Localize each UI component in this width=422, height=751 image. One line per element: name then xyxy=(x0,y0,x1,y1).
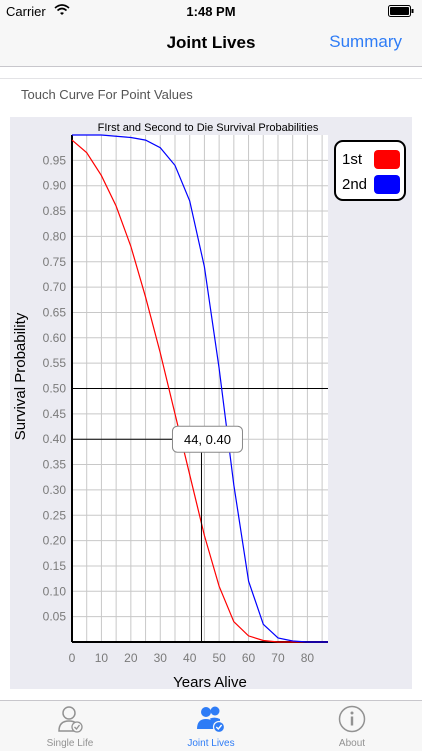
y-tick-label: 0.75 xyxy=(43,255,67,269)
y-tick-label: 0.35 xyxy=(43,458,67,472)
y-tick-label: 0.15 xyxy=(43,559,67,573)
crosshair-tooltip xyxy=(171,425,243,453)
y-tick-label: 0.65 xyxy=(43,305,67,319)
y-tick-label: 0.80 xyxy=(43,229,67,243)
x-tick-label: 0 xyxy=(69,651,76,665)
y-tick-label: 0.40 xyxy=(43,432,67,446)
series-line-1st xyxy=(71,139,328,643)
chart-title: FIrst and Second to Die Survival Probabi… xyxy=(98,122,319,134)
y-tick-label: 0.45 xyxy=(43,407,67,421)
y-tick-label: 0.05 xyxy=(43,610,67,624)
y-tick-label: 0.25 xyxy=(43,508,67,522)
x-tick-label: 10 xyxy=(95,651,109,665)
tab-joint-lives[interactable]: Joint Lives xyxy=(141,701,281,751)
page-title: Joint Lives xyxy=(166,33,256,52)
legend-label-1st: 1st xyxy=(342,151,363,168)
battery-icon xyxy=(388,5,414,17)
x-tick-label: 50 xyxy=(212,651,226,665)
tab-bar: Single Life Joint Lives About xyxy=(0,700,422,751)
legend-label-2nd: 2nd xyxy=(342,176,367,193)
tab-label-about: About xyxy=(338,738,366,749)
summary-button[interactable]: Summary xyxy=(329,32,402,51)
chart-panel[interactable]: 0.05 0.10 0.15 0.20 0.25 0.30 0.35 0.40 0.45 0.50… xyxy=(10,117,412,689)
y-tick-label: 0.55 xyxy=(43,356,67,370)
survival-chart[interactable]: 0.05 0.10 0.15 0.20 0.25 0.30 0.35 0.40 0.45 0.50… xyxy=(10,117,412,689)
x-axis-label: Years Alive xyxy=(173,674,247,689)
x-tick-label: 60 xyxy=(242,651,256,665)
tab-about[interactable]: About xyxy=(282,701,422,751)
x-tick-label: 20 xyxy=(124,651,138,665)
tab-label-joint-lives: Joint Lives xyxy=(187,738,235,749)
tab-label-single-life: Single Life xyxy=(46,738,94,749)
y-tick-label: 0.85 xyxy=(43,204,67,218)
y-tick-label: 0.30 xyxy=(43,483,67,497)
legend-swatch-1st xyxy=(374,150,400,169)
y-tick-label: 0.10 xyxy=(43,584,67,598)
wifi-icon xyxy=(54,4,70,15)
status-time: 1:48 PM xyxy=(186,4,236,19)
x-tick-label: 40 xyxy=(183,651,197,665)
two-persons-icon xyxy=(197,706,226,734)
legend-swatch-2nd xyxy=(374,175,400,194)
tab-single-life[interactable]: Single Life xyxy=(0,701,140,751)
status-bar: Carrier 1:48 PM xyxy=(0,0,422,22)
series-line-2nd xyxy=(72,134,328,643)
x-tick-label: 70 xyxy=(271,651,285,665)
y-axis-label: Survival Probability xyxy=(12,312,29,440)
navigation-bar: Joint Lives Summary xyxy=(0,22,422,67)
y-tick-label: 0.60 xyxy=(43,331,67,345)
y-tick-label: 0.50 xyxy=(43,382,67,396)
single-person-icon xyxy=(58,706,83,733)
crosshair-tooltip-label: 44, 0.40 xyxy=(184,432,231,447)
x-tick-label: 30 xyxy=(154,651,168,665)
info-icon xyxy=(338,705,366,733)
y-tick-label: 0.20 xyxy=(43,534,67,548)
y-tick-label: 0.70 xyxy=(43,280,67,294)
touch-hint-label: Touch Curve For Point Values xyxy=(21,87,193,102)
divider xyxy=(0,78,422,79)
y-tick-label: 0.90 xyxy=(43,179,67,193)
carrier-label: Carrier xyxy=(6,4,46,19)
x-tick-label: 80 xyxy=(301,651,315,665)
y-tick-label: 0.95 xyxy=(43,153,67,167)
